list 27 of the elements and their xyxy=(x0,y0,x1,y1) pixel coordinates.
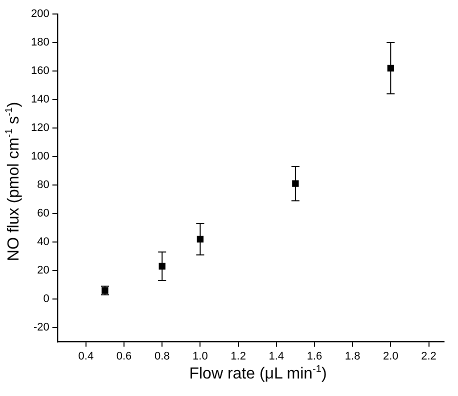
x-tick-label: 1.8 xyxy=(344,350,360,362)
y-tick-label: 180 xyxy=(30,36,50,49)
point xyxy=(292,180,299,187)
y-tick-label: 80 xyxy=(37,179,50,192)
y-tick-label: 60 xyxy=(37,208,50,220)
point xyxy=(196,236,204,243)
x-axis-title: Flow rate (μL min$^{-1}$) xyxy=(188,364,328,384)
x-tick-label: 0.8 xyxy=(154,350,170,362)
y-tick-label: 20 xyxy=(37,264,50,277)
y-tick-label: 120 xyxy=(30,122,50,134)
y-tick-label: 0 xyxy=(43,293,50,306)
x-tick-label: 0.6 xyxy=(116,350,132,362)
x-tick-label: 0.4 xyxy=(78,350,94,362)
y-tick-label: -20 xyxy=(33,322,50,334)
y-tick-label: 200 xyxy=(30,8,50,20)
x-tick-label: 2.2 xyxy=(421,350,436,362)
y-tick-label: 140 xyxy=(30,94,50,106)
x-tick-label: 1.4 xyxy=(268,350,284,362)
y-tick-label: 160 xyxy=(30,65,50,78)
y-tick-label: 40 xyxy=(37,236,50,248)
point xyxy=(158,262,166,270)
point xyxy=(387,64,394,72)
x-tick-label: 1.0 xyxy=(192,350,208,362)
y-tick-label: 100 xyxy=(30,150,50,163)
x-tick-label: 1.6 xyxy=(306,350,322,362)
x-tick-label: 2.0 xyxy=(383,350,398,362)
x-tick-label: 1.2 xyxy=(230,350,246,362)
